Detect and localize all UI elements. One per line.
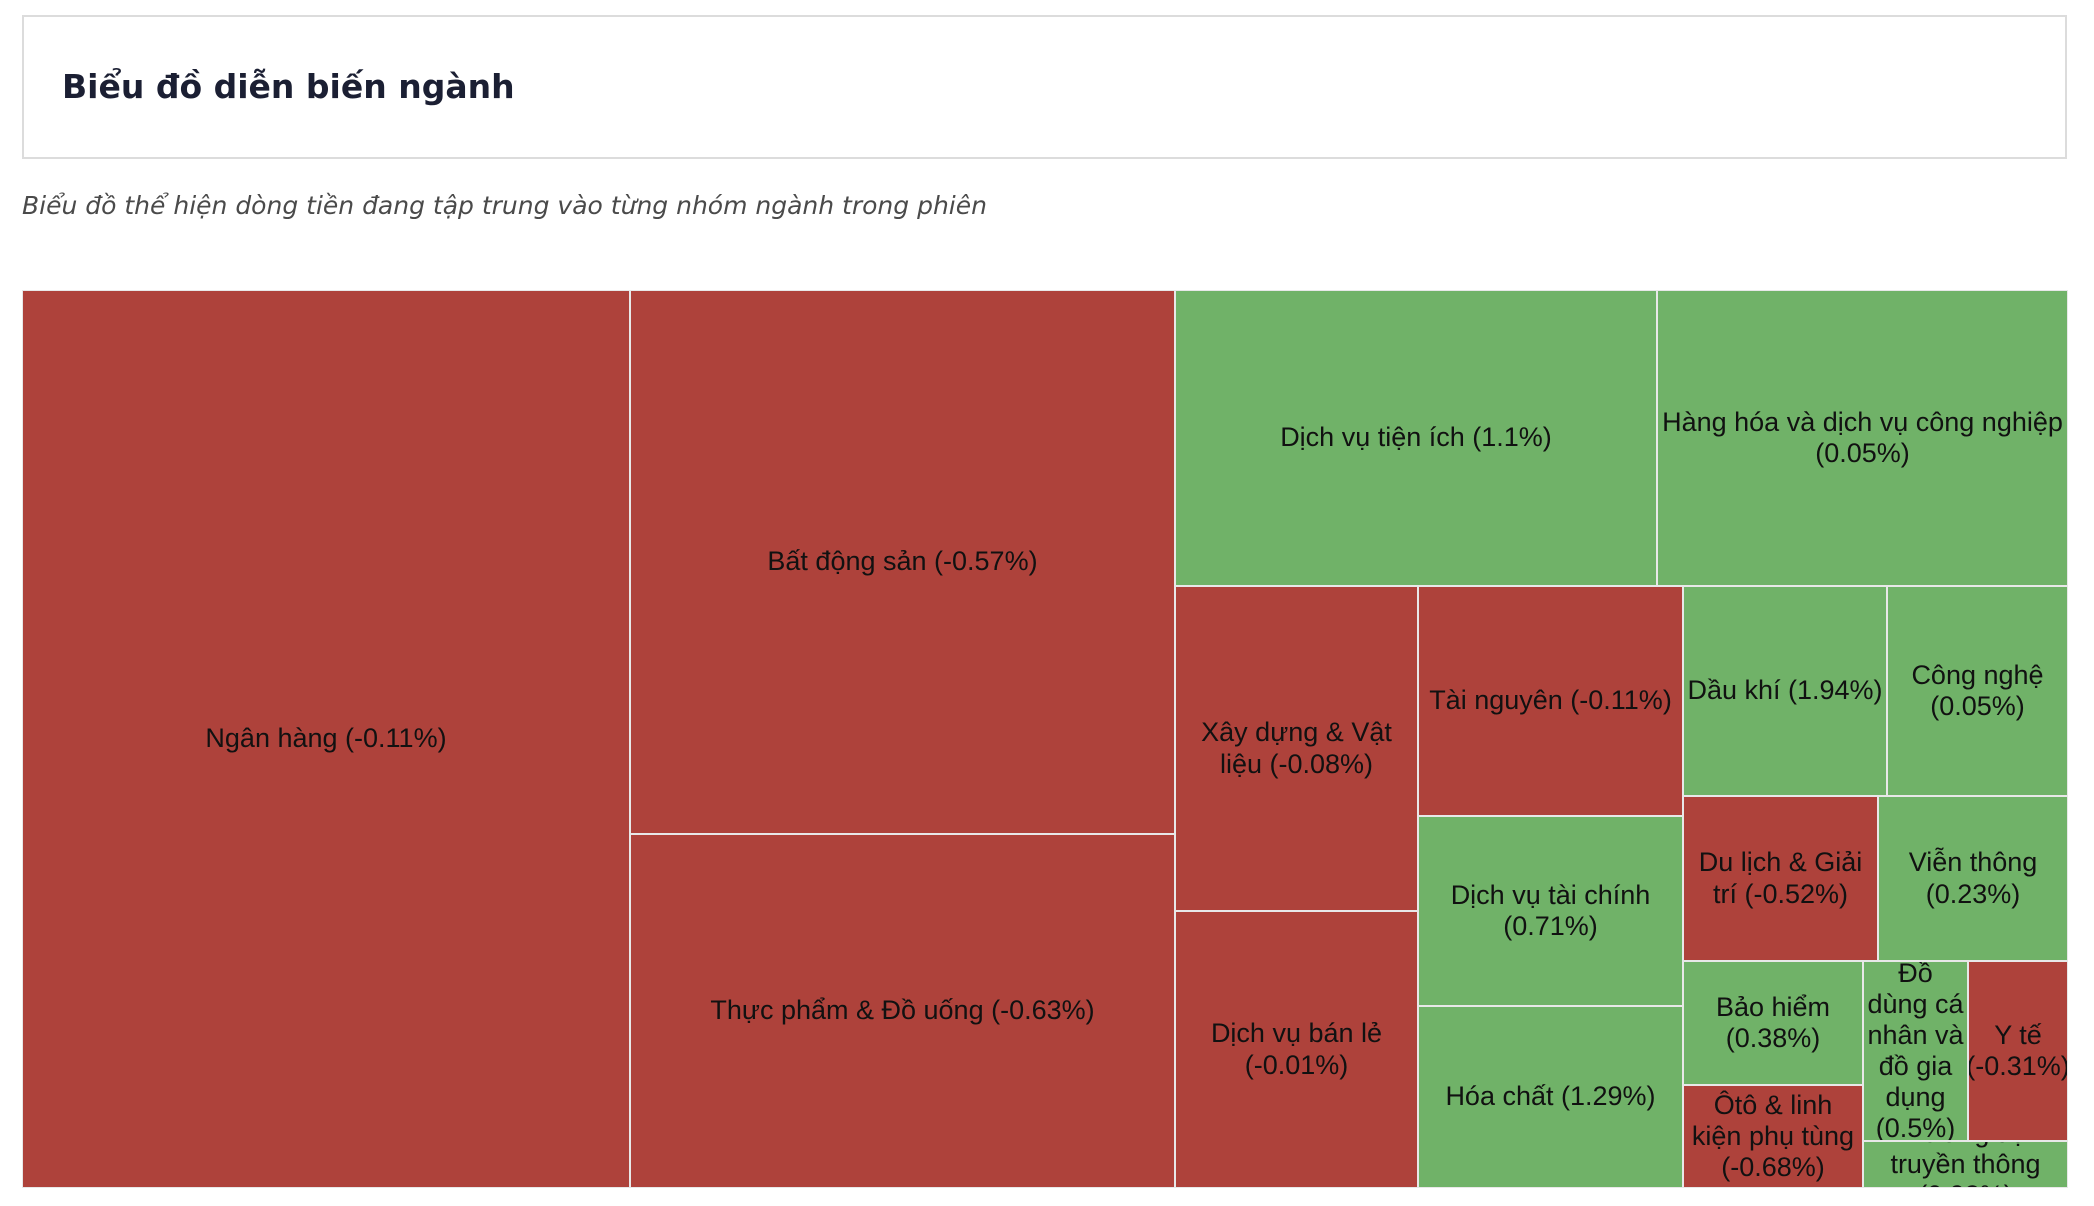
sector-treemap: Ngân hàng (-0.11%) Bất động sản (-0.57%) T… [22,290,2068,1188]
treemap-tile-label: Bất động sản (-0.57%) [767,546,1038,577]
treemap-tile-dau-khi[interactable]: Dầu khí (1.94%) [1683,586,1887,796]
treemap-tile-label: Dịch vụ tiện ích (1.1%) [1280,422,1552,453]
treemap-tile-y-te[interactable]: Y tế (-0.31%) [1968,961,2068,1141]
treemap-tile-bao-hiem[interactable]: Bảo hiểm (0.38%) [1683,961,1863,1085]
treemap-tile-dich-vu-tai-chinh[interactable]: Dịch vụ tài chính (0.71%) [1418,816,1683,1006]
treemap-tile-label: Viễn thông (0.23%) [1908,847,2038,909]
treemap-tile-label: Ngân hàng (-0.11%) [205,723,447,754]
page-title: Biểu đồ diễn biến ngành [62,67,515,106]
treemap-tile-do-dung-ca-nhan-va-do-gia-dung[interactable]: Đồ dùng cá nhân và đồ gia dụng (0.5%) [1863,961,1968,1141]
treemap-tile-label: Dầu khí (1.94%) [1687,675,1883,706]
treemap-tile-label: Xây dựng & Vật liệu (-0.08%) [1201,717,1392,779]
treemap-tile-phuong-tien-truyen-thong[interactable]: Phương tiện truyền thông (0.93%) [1863,1141,2068,1188]
chart-subtitle: Biểu đồ thể hiện dòng tiền đang tập trun… [22,191,987,220]
treemap-tile-label: Thực phẩm & Đồ uống (-0.63%) [710,995,1095,1026]
treemap-tile-label: Y tế (-0.31%) [1968,1019,2068,1081]
treemap-tile-xay-dung-vat-lieu[interactable]: Xây dựng & Vật liệu (-0.08%) [1175,586,1418,911]
treemap-tile-dich-vu-tien-ich[interactable]: Dịch vụ tiện ích (1.1%) [1175,290,1657,586]
treemap-tile-bat-dong-san[interactable]: Bất động sản (-0.57%) [630,290,1175,834]
treemap-tile-ngan-hang[interactable]: Ngân hàng (-0.11%) [22,290,630,1188]
treemap-tile-vien-thong[interactable]: Viễn thông (0.23%) [1878,796,2068,961]
treemap-tile-hang-hoa-va-dich-vu-cong-nghiep[interactable]: Hàng hóa và dịch vụ công nghiệp (0.05%) [1657,290,2068,586]
treemap-tile-label: Du lịch & Giải trí (-0.52%) [1698,847,1863,909]
treemap-tile-label: Hóa chất (1.29%) [1445,1081,1656,1112]
treemap-tile-tai-nguyen[interactable]: Tài nguyên (-0.11%) [1418,586,1683,816]
chart-header: Biểu đồ diễn biến ngành [22,15,2067,159]
treemap-tile-label: Công nghệ (0.05%) [1911,659,2044,721]
treemap-tile-cong-nghe[interactable]: Công nghệ (0.05%) [1887,586,2068,796]
treemap-tile-du-lich-giai-tri[interactable]: Du lịch & Giải trí (-0.52%) [1683,796,1878,961]
treemap-tile-thuc-pham-do-uong[interactable]: Thực phẩm & Đồ uống (-0.63%) [630,834,1175,1188]
treemap-tile-label: Ôtô & linh kiện phụ tùng (-0.68%) [1691,1089,1855,1183]
treemap-tile-dich-vu-ban-le[interactable]: Dịch vụ bán lẻ (-0.01%) [1175,911,1418,1188]
treemap-tile-hoa-chat[interactable]: Hóa chất (1.29%) [1418,1006,1683,1188]
treemap-tile-label: Dịch vụ bán lẻ (-0.01%) [1210,1018,1383,1080]
treemap-tile-label: Bảo hiểm (0.38%) [1715,991,1831,1053]
treemap-tile-oto-linh-kien-phu-tung[interactable]: Ôtô & linh kiện phụ tùng (-0.68%) [1683,1085,1863,1188]
treemap-tile-label: Tài nguyên (-0.11%) [1429,685,1672,716]
treemap-tile-label: Phương tiện truyền thông (0.93%) [1890,1142,2041,1187]
treemap-tile-label: Đồ dùng cá nhân và đồ gia dụng (0.5%) [1867,961,1964,1141]
treemap-tile-label: Hàng hóa và dịch vụ công nghiệp (0.05%) [1662,406,2063,468]
treemap-tile-label: Dịch vụ tài chính (0.71%) [1450,879,1651,941]
